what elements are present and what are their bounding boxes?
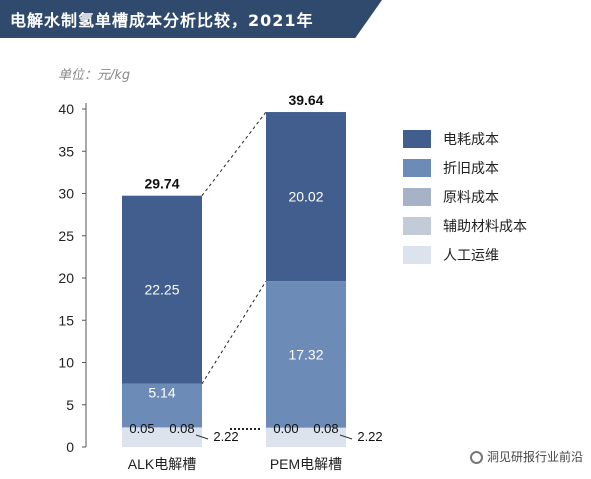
y-tick-label: 35 bbox=[58, 143, 74, 159]
chart-title: 电解水制氢单槽成本分析比较，2021年 bbox=[10, 11, 314, 30]
data-label: 0.05 bbox=[129, 421, 154, 436]
data-label: 2.22 bbox=[357, 429, 382, 444]
data-label: 0.00 bbox=[273, 421, 298, 436]
legend-label: 人工运维 bbox=[443, 248, 499, 264]
legend-label: 折旧成本 bbox=[443, 161, 499, 177]
bar-segment bbox=[266, 112, 346, 282]
bar-segment bbox=[266, 428, 346, 447]
watermark-text: 洞见研报行业前沿 bbox=[486, 450, 583, 464]
data-label: 17.32 bbox=[288, 346, 323, 362]
y-tick-label: 30 bbox=[58, 186, 74, 202]
bar-segment bbox=[122, 428, 202, 447]
y-tick-label: 0 bbox=[66, 439, 74, 455]
legend-label: 辅助材料成本 bbox=[443, 219, 527, 235]
data-label: 0.08 bbox=[313, 421, 338, 436]
bar-segment bbox=[122, 195, 202, 384]
legend-label: 原料成本 bbox=[443, 190, 499, 206]
data-label: 22.25 bbox=[144, 282, 179, 298]
bar-segment bbox=[122, 383, 202, 428]
data-label: 20.02 bbox=[288, 189, 323, 205]
bar-segment bbox=[122, 427, 202, 429]
y-tick-label: 15 bbox=[58, 312, 74, 328]
wechat-icon bbox=[469, 451, 483, 464]
y-tick-label: 20 bbox=[58, 270, 74, 286]
total-label: 39.64 bbox=[288, 92, 323, 108]
leader-line bbox=[339, 434, 353, 440]
data-label: 2.22 bbox=[213, 429, 238, 444]
leader-line bbox=[195, 434, 209, 440]
y-tick-label: 10 bbox=[58, 355, 74, 371]
bar-segment bbox=[266, 427, 346, 429]
total-label: 29.74 bbox=[144, 176, 179, 192]
watermark: 洞见研报行业前沿 bbox=[469, 448, 583, 465]
legend-swatch bbox=[403, 130, 431, 148]
title-bar: 电解水制氢单槽成本分析比较，2021年 bbox=[0, 0, 382, 38]
x-category-label: ALK电解槽 bbox=[128, 456, 196, 472]
bar-segment bbox=[266, 281, 346, 428]
unit-label: 单位：元/kg bbox=[58, 68, 131, 83]
legend-label: 电耗成本 bbox=[443, 132, 499, 148]
y-tick-label: 40 bbox=[58, 101, 74, 117]
connector-line bbox=[201, 280, 267, 384]
data-label: 0.08 bbox=[169, 421, 194, 436]
y-tick-label: 25 bbox=[58, 228, 74, 244]
legend-swatch bbox=[403, 246, 431, 264]
y-tick-label: 5 bbox=[66, 397, 74, 413]
connector-line bbox=[201, 111, 267, 197]
data-label: 5.14 bbox=[148, 385, 175, 401]
legend-swatch bbox=[403, 188, 431, 206]
x-category-label: PEM电解槽 bbox=[270, 456, 342, 472]
legend-swatch bbox=[403, 159, 431, 177]
legend-swatch bbox=[403, 217, 431, 235]
